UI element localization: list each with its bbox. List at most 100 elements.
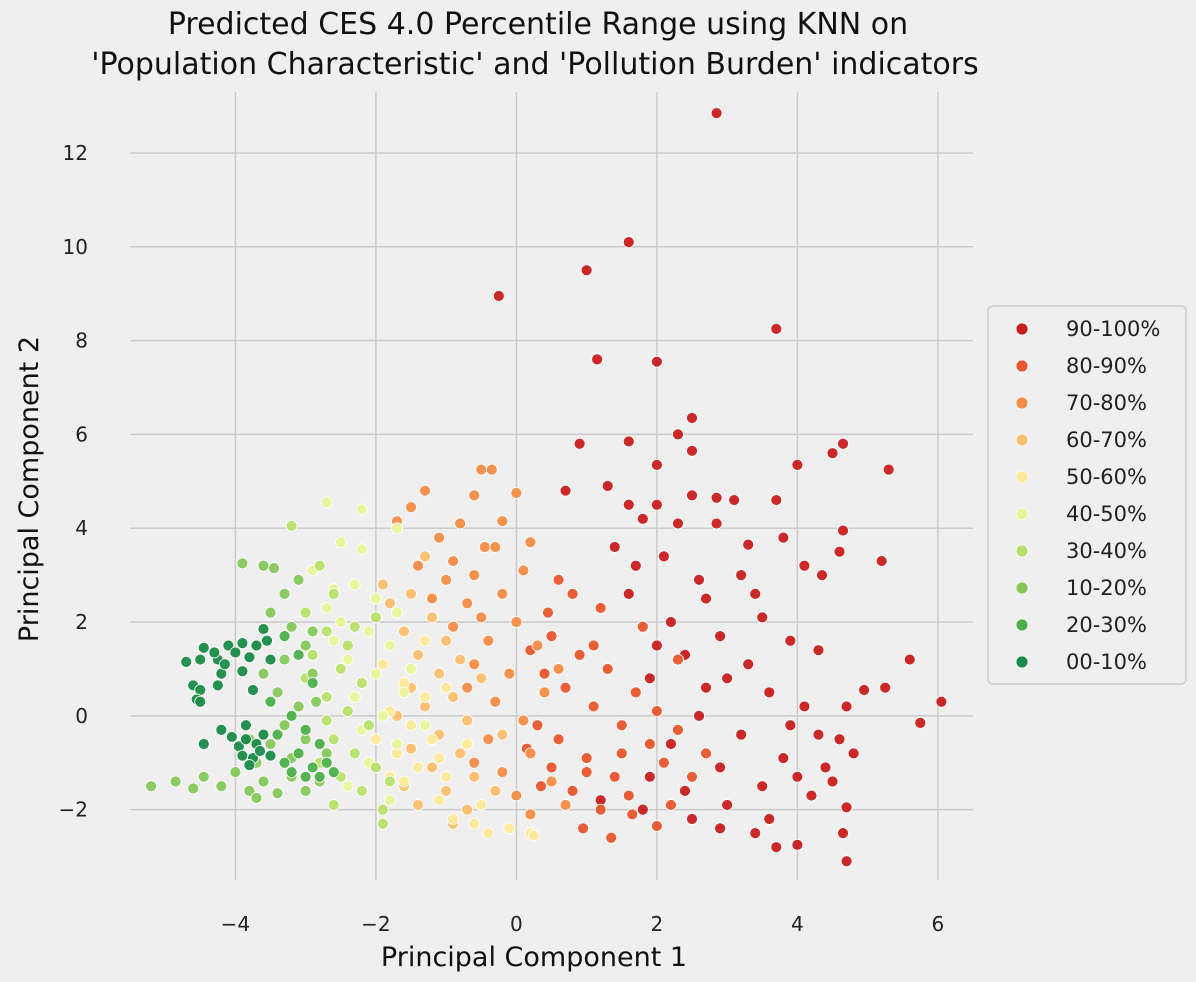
data-point [587,700,600,713]
legend-marker [1015,396,1029,410]
data-point [257,667,270,680]
data-point [310,695,323,708]
data-point [468,817,481,830]
data-point [306,648,319,661]
data-point [225,731,238,743]
data-point [531,639,544,652]
data-point [419,550,431,563]
data-point [426,761,438,774]
data-point [247,684,259,696]
data-point [278,630,291,642]
data-point [489,784,502,797]
data-point [749,587,762,600]
data-point [211,679,224,692]
data-point [650,705,663,718]
y-tick-label: 6 [75,422,88,446]
data-point [710,107,723,120]
data-point [285,519,298,532]
data-point [503,667,516,680]
data-point [686,412,698,424]
data-point [763,813,776,825]
legend: 90-100% 80-90% 70-80% 60-70% 50-60% 40-50% 30-… [987,305,1187,685]
data-point [665,616,677,628]
data-point [478,541,491,553]
data-point [454,653,467,666]
data-point [362,719,375,732]
data-point [327,634,340,647]
x-tick-label: 2 [651,912,664,936]
data-point [299,784,312,797]
data-point [355,677,368,689]
data-point [710,491,723,504]
data-point [243,759,256,771]
chart-title-line-2: 'Population Characteristic' and 'Polluti… [91,47,979,82]
data-point [812,644,825,657]
data-point [299,606,312,619]
data-point [559,799,572,811]
data-point [468,489,481,502]
data-point [468,770,481,783]
data-point [433,752,446,764]
data-point [756,780,769,793]
data-point [650,820,663,832]
data-point [264,738,277,750]
data-point [615,747,628,760]
data-point [334,616,347,628]
legend-marker [1015,618,1029,632]
data-point [475,463,488,476]
data-point [686,813,698,825]
data-point [693,573,705,586]
data-point [299,770,312,783]
data-point [482,634,495,647]
data-point [608,541,621,553]
data-point [601,480,614,492]
data-point [391,522,403,535]
data-point [735,728,748,741]
data-point [306,677,319,689]
data-point [770,841,783,854]
data-point [468,756,481,769]
grid-lines [130,92,973,880]
data-point [837,827,849,839]
data-point [496,587,509,600]
data-point [545,775,558,788]
data-point [412,761,424,774]
data-point [489,541,502,553]
legend-label: 80-90% [1066,354,1147,378]
y-tick-label: −2 [59,798,88,822]
y-axis-label: Principal Component 2 [14,336,45,642]
data-point [440,634,453,647]
data-point [461,714,474,727]
data-point [728,494,741,506]
data-point [405,719,417,732]
data-point [320,756,333,769]
data-point [426,733,438,746]
legend-label: 60-70% [1066,428,1147,452]
data-point [510,616,523,628]
data-point [250,639,263,652]
data-point [271,787,284,800]
data-point [658,756,670,769]
data-point [412,648,424,661]
data-point [384,794,396,807]
series-50-60% [369,634,540,842]
data-point [264,653,277,666]
data-point [222,639,235,652]
data-point [384,775,396,788]
x-axis-label: Principal Component 1 [381,942,687,973]
data-point [791,770,804,783]
data-point [524,747,537,760]
data-point [503,822,516,835]
data-point [622,498,635,511]
data-point [700,592,712,605]
data-point [517,564,530,577]
data-point [566,784,579,797]
data-point [243,784,256,797]
data-point [643,738,656,750]
data-point [236,665,249,678]
data-point [812,728,825,741]
data-point [285,620,298,633]
data-point [816,569,828,582]
data-point [419,691,431,703]
